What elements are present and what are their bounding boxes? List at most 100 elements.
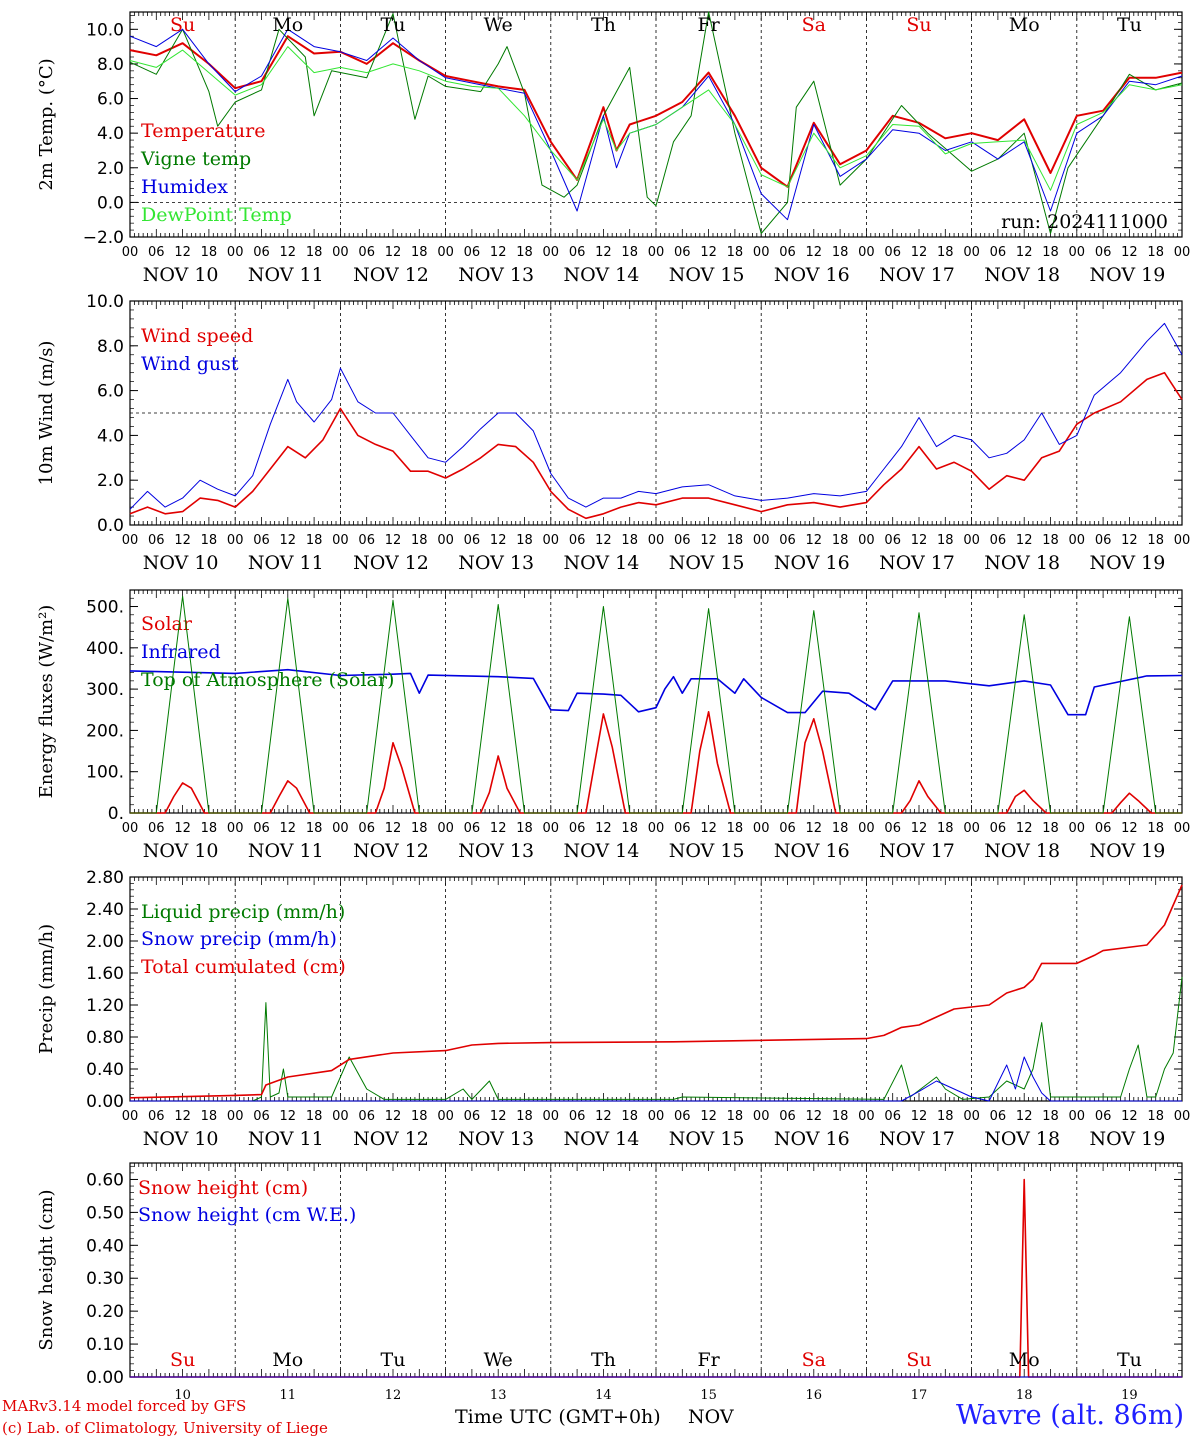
y-tick-label: 1.60: [86, 964, 124, 984]
x-tick-label: 06: [358, 245, 375, 260]
x-tick-label: 06: [884, 821, 901, 836]
x-tick-label: 06: [884, 1109, 901, 1124]
x-tick-label: 06: [1095, 245, 1112, 260]
x-tick-label: 12: [280, 533, 297, 548]
x-tick-label: 18: [727, 533, 744, 548]
weekday-label: Su: [906, 1349, 931, 1371]
y-tick-label: 0.00: [86, 1092, 124, 1112]
x-tick-label: 06: [253, 245, 270, 260]
station-name: Wavre (alt. 86m): [956, 1400, 1184, 1431]
x-tick-label: 00: [648, 821, 665, 836]
x-tick-label: 12: [700, 533, 717, 548]
x-tick-label: 12: [1121, 1109, 1138, 1124]
date-label: NOV 12: [353, 552, 429, 574]
x-tick-label: 00: [1174, 245, 1191, 260]
weekday-label: Tu: [381, 14, 406, 36]
date-label: NOV 17: [879, 840, 955, 862]
x-tick-label: 18: [1147, 1109, 1164, 1124]
x-tick-label: 06: [1095, 533, 1112, 548]
weekday-label: Fr: [697, 1349, 720, 1371]
plot-frame: [129, 589, 1183, 814]
y-tick-label: 10.0: [86, 292, 124, 312]
x-tick-label: 06: [674, 245, 691, 260]
legend-entry: Infrared: [141, 641, 221, 663]
x-tick-label: 06: [779, 245, 796, 260]
x-tick-label: 06: [253, 533, 270, 548]
x-tick-label: 18: [621, 821, 638, 836]
x-tick-label: 00: [963, 821, 980, 836]
x-tick-label: 12: [174, 1109, 191, 1124]
x-tick-label: 12: [595, 245, 612, 260]
weekday-label: Mo: [272, 14, 303, 36]
x-tick-label: 00: [1069, 1109, 1086, 1124]
y-tick-label: 2.80: [86, 868, 124, 888]
date-label: NOV 11: [248, 1128, 324, 1150]
y-tick-label: 0.10: [86, 1335, 124, 1355]
legend-entry: Total cumulated (cm): [141, 956, 346, 978]
weekday-label: Sa: [802, 14, 826, 36]
x-tick-label: 18: [937, 821, 954, 836]
y-tick-label: 0.00: [86, 1368, 124, 1388]
x-tick-label: 12: [1121, 821, 1138, 836]
day-number-label: 10: [174, 1388, 191, 1403]
date-label: NOV 13: [458, 840, 534, 862]
date-label: NOV 10: [143, 840, 219, 862]
x-tick-label: 06: [253, 821, 270, 836]
x-tick-label: 00: [753, 245, 770, 260]
y-tick-label: 0.40: [86, 1060, 124, 1080]
series-line-infrared: [129, 668, 1183, 716]
date-label: NOV 15: [669, 264, 745, 286]
x-tick-label: 12: [1121, 245, 1138, 260]
x-tick-label: 00: [1069, 245, 1086, 260]
y-tick-label: 0.30: [86, 1269, 124, 1289]
y-tick-label: 4.0: [97, 124, 124, 144]
x-tick-label: 18: [411, 1109, 428, 1124]
x-tick-label: 12: [1016, 533, 1033, 548]
x-tick-label: 06: [779, 533, 796, 548]
x-tick-label: 00: [963, 533, 980, 548]
weekday-label: Mo: [272, 1349, 303, 1371]
date-label: NOV 11: [248, 264, 324, 286]
model-credit: MARv3.14 model forced by GFS: [2, 1397, 247, 1415]
x-tick-label: 18: [1147, 245, 1164, 260]
x-tick-label: 12: [174, 533, 191, 548]
x-tick-label: 00: [1069, 533, 1086, 548]
x-tick-label: 00: [1174, 533, 1191, 548]
y-tick-label: 0.20: [86, 1302, 124, 1322]
x-tick-label: 12: [806, 1109, 823, 1124]
date-label: NOV 19: [1089, 552, 1165, 574]
day-number-label: 16: [806, 1388, 823, 1403]
x-tick-label: 18: [937, 533, 954, 548]
date-label: NOV 16: [774, 264, 850, 286]
x-tick-label: 06: [674, 1109, 691, 1124]
date-label: NOV 19: [1089, 264, 1165, 286]
y-tick-label: 10.0: [86, 20, 124, 40]
x-tick-label: 18: [306, 821, 323, 836]
y-axis-title: Energy fluxes (W/m²): [36, 605, 57, 799]
x-tick-label: 18: [727, 245, 744, 260]
x-tick-label: 00: [858, 821, 875, 836]
x-tick-label: 12: [806, 533, 823, 548]
x-tick-label: 00: [437, 1109, 454, 1124]
legend-entry: Liquid precip (mm/h): [141, 901, 345, 923]
date-label: NOV 19: [1089, 1128, 1165, 1150]
x-tick-label: 18: [727, 1109, 744, 1124]
legend-entry: Snow precip (mm/h): [141, 928, 337, 950]
legend-entry: Snow height (cm W.E.): [138, 1204, 356, 1226]
x-tick-label: 06: [569, 245, 586, 260]
lab-credit: (c) Lab. of Climatology, University of L…: [2, 1419, 328, 1437]
x-tick-label: 06: [464, 245, 481, 260]
legend-entry: Temperature: [141, 120, 265, 142]
y-tick-label: 0.60: [86, 1170, 124, 1190]
x-tick-label: 12: [385, 245, 402, 260]
y-tick-label: 1.20: [86, 996, 124, 1016]
x-tick-label: 06: [884, 533, 901, 548]
x-tick-label: 06: [358, 533, 375, 548]
x-tick-label: 00: [543, 245, 560, 260]
month-label: NOV: [688, 1406, 734, 1428]
chart-panel-3: 0. 100. 200. 300. 400. 500. Energy fluxes (W/m…: [36, 589, 1190, 862]
weekday-label: Su: [170, 14, 195, 36]
x-tick-label: 00: [227, 821, 244, 836]
date-label: NOV 18: [984, 552, 1060, 574]
x-tick-label: 12: [490, 1109, 507, 1124]
